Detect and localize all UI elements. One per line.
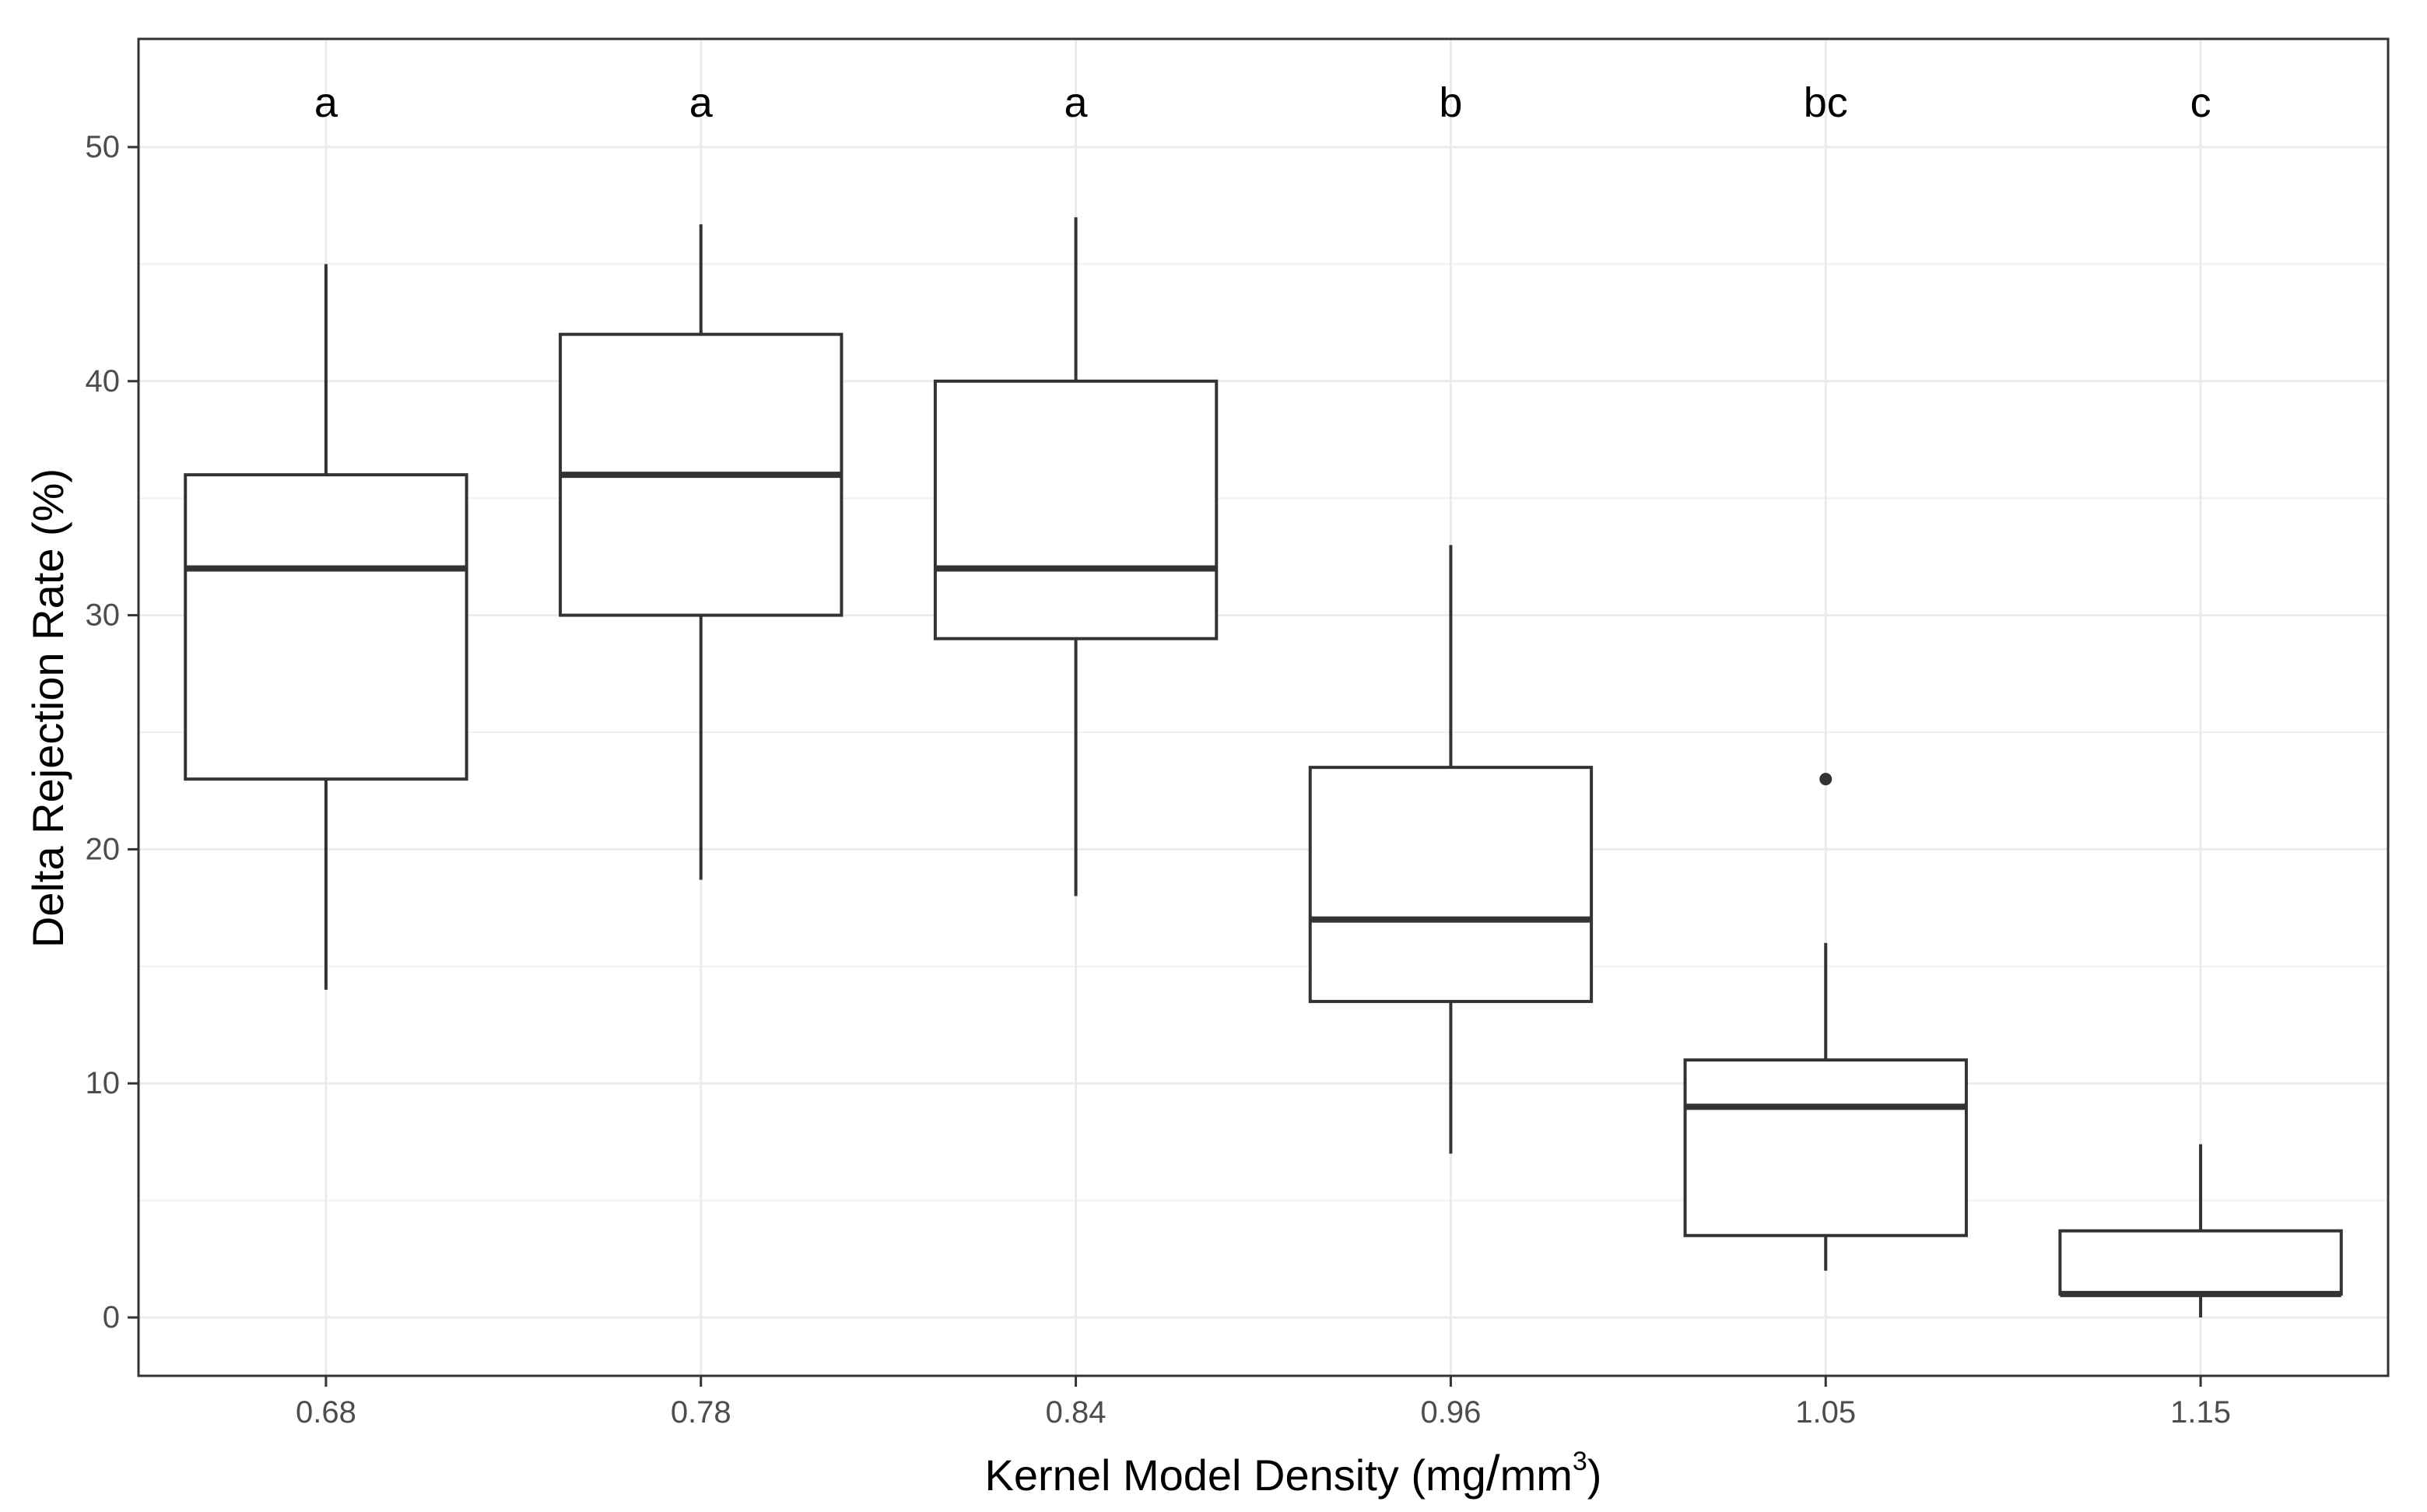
outlier-point bbox=[1819, 773, 1833, 786]
box-0-84: a bbox=[933, 79, 1219, 896]
iqr-box bbox=[933, 379, 1219, 640]
x-axis: 0.68 0.78 0.84 0.96 1.05 1.15 bbox=[296, 1376, 2231, 1430]
significance-letter: a bbox=[1064, 79, 1089, 126]
x-axis-title-unit-slash: / bbox=[1486, 1445, 1500, 1501]
y-tick-label: 10 bbox=[86, 1066, 121, 1100]
box-series: a a a b bc c bbox=[184, 79, 2343, 1317]
significance-letter: bc bbox=[1804, 79, 1848, 126]
panel-border bbox=[137, 37, 2390, 1377]
x-axis-title-main: Kernel Model Density bbox=[985, 1451, 1412, 1500]
y-axis-title: Delta Rejection Rate (%) bbox=[23, 468, 72, 948]
x-tick-label: 0.84 bbox=[1046, 1395, 1107, 1430]
x-tick-label: 0.68 bbox=[296, 1395, 356, 1430]
y-axis: 0 10 20 30 40 50 bbox=[86, 130, 139, 1335]
significance-letter: c bbox=[2190, 79, 2211, 126]
x-axis-title-unit-mm: mm bbox=[1500, 1451, 1573, 1500]
iqr-box bbox=[1308, 766, 1594, 1003]
x-axis-title-unit-exponent: 3 bbox=[1573, 1447, 1587, 1476]
box-0-68: a bbox=[184, 79, 468, 990]
y-tick-label: 40 bbox=[86, 364, 121, 398]
iqr-box bbox=[184, 473, 468, 781]
box-0-96: b bbox=[1308, 79, 1594, 1154]
iqr-box bbox=[1683, 1058, 1968, 1237]
significance-letter: a bbox=[314, 79, 338, 126]
box-1-15: c bbox=[2058, 79, 2343, 1317]
significance-letter: b bbox=[1439, 79, 1462, 126]
x-axis-title-unit-open: (mg bbox=[1411, 1451, 1485, 1500]
y-tick-label: 0 bbox=[103, 1300, 120, 1335]
y-tick-label: 20 bbox=[86, 832, 121, 866]
iqr-box bbox=[2058, 1229, 2343, 1296]
y-tick-label: 30 bbox=[86, 598, 121, 633]
x-axis-title: Kernel Model Density (mg/mm3) bbox=[985, 1445, 1602, 1501]
y-tick-label: 50 bbox=[86, 130, 121, 164]
box-0-78: a bbox=[559, 79, 843, 880]
significance-letter: a bbox=[689, 79, 714, 126]
x-tick-label: 1.15 bbox=[2170, 1395, 2231, 1430]
x-tick-label: 0.96 bbox=[1420, 1395, 1481, 1430]
x-axis-title-unit-close: ) bbox=[1587, 1451, 1602, 1500]
x-tick-label: 0.78 bbox=[671, 1395, 731, 1430]
x-tick-label: 1.05 bbox=[1795, 1395, 1856, 1430]
box-1-05: bc bbox=[1683, 79, 1968, 1271]
grid-lines bbox=[139, 39, 2388, 1376]
